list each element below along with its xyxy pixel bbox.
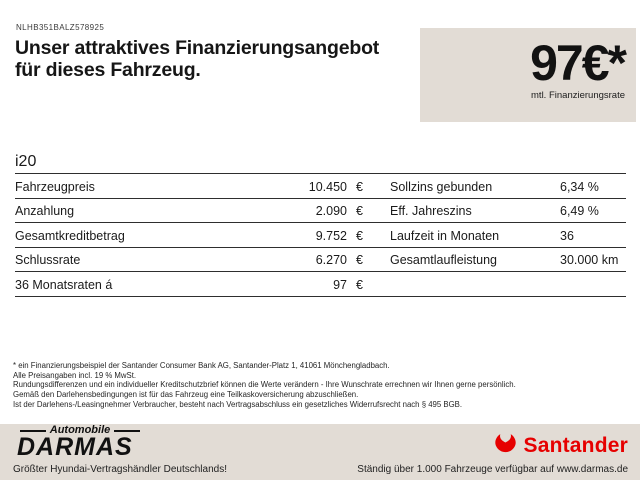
table-row: Schlussrate 6.270 € Gesamtlaufleistung 3…	[15, 248, 626, 273]
darmas-logo: Automobile DARMAS	[17, 425, 143, 461]
table-row: Anzahlung 2.090 € Eff. Jahreszins 6,49 %	[15, 199, 626, 224]
darmas-logo-name: DARMAS	[17, 433, 133, 461]
row-label-right: Laufzeit in Monaten	[390, 228, 500, 243]
row-value: 6.270	[315, 253, 347, 268]
vehicle-model-label: i20	[15, 153, 37, 170]
disclaimer-line: Alle Preisangaben incl. 19 % MwSt.	[13, 370, 137, 380]
row-value-right: 6,49 %	[560, 204, 599, 219]
disclaimer-line: Rundungsdifferenzen und ein individuelle…	[13, 380, 516, 390]
vehicle-model: i20	[15, 150, 626, 174]
darmas-logo-rule-left	[19, 429, 46, 432]
disclaimer: * ein Finanzierungsbeispiel der Santande…	[13, 361, 516, 410]
row-label-right: Gesamtlaufleistung	[390, 253, 498, 268]
darmas-logo-automobile: Automobile	[49, 424, 111, 436]
disclaimer-line: Ist der Darlehens-/Leasingnehmer Verbrau…	[13, 399, 462, 409]
vehicle-vin: NLHB351BALZ578925	[16, 23, 105, 32]
row-label-right: Sollzins gebunden	[390, 179, 493, 194]
row-label: Gesamtkreditbetrag	[15, 228, 125, 243]
monthly-rate-caption: mtl. Finanzierungsrate	[531, 90, 625, 101]
table-row: Gesamtkreditbetrag 9.752 € Laufzeit in M…	[15, 223, 626, 248]
santander-logo-text: Santander	[523, 433, 628, 457]
table-row: 36 Monatsraten á 97 €	[15, 272, 626, 297]
darmas-logo-top: Automobile	[17, 425, 143, 436]
finance-table: i20 Fahrzeugpreis 10.450 € Sollzins gebu…	[15, 150, 626, 297]
row-value-right: 36	[560, 228, 574, 243]
row-value: 97	[333, 277, 347, 292]
darmas-logo-rule-right	[114, 429, 141, 432]
monthly-rate-value: 97€*	[530, 35, 627, 91]
row-value-right: 6,34 %	[560, 179, 599, 194]
row-label: Anzahlung	[15, 204, 75, 219]
santander-flame-icon	[493, 432, 518, 458]
disclaimer-line: Gemäß den Darlehensbedingungen ist für d…	[13, 390, 359, 400]
santander-logo: Santander	[493, 432, 629, 458]
disclaimer-line: * ein Finanzierungsbeispiel der Santande…	[13, 361, 390, 370]
row-unit: €	[356, 253, 363, 268]
row-unit: €	[356, 277, 363, 292]
row-value: 2.090	[315, 204, 347, 219]
row-unit: €	[356, 179, 363, 194]
availability-text: Ständig über 1.000 Fahrzeuge verfügbar a…	[357, 464, 628, 475]
page-title-line2: für dieses Fahrzeug.	[15, 59, 201, 81]
row-value: 10.450	[308, 179, 347, 194]
row-label-right: Eff. Jahreszins	[390, 204, 472, 219]
row-label: Schlussrate	[15, 253, 81, 268]
row-unit: €	[356, 228, 363, 243]
dealer-claim: Größter Hyundai-Vertragshändler Deutschl…	[13, 464, 227, 475]
row-value: 9.752	[315, 228, 347, 243]
table-row: Fahrzeugpreis 10.450 € Sollzins gebunden…	[15, 174, 626, 199]
row-label: Fahrzeugpreis	[15, 179, 95, 194]
row-unit: €	[356, 204, 363, 219]
row-label: 36 Monatsraten á	[15, 277, 113, 292]
row-value-right: 30.000 km	[560, 253, 619, 268]
page-title: Unser attraktives Finanzierungsangebot f…	[15, 37, 379, 81]
page-title-line1: Unser attraktives Finanzierungsangebot	[15, 37, 380, 59]
footer: Automobile DARMAS Größter Hyundai-Vertra…	[0, 424, 640, 480]
monthly-rate-box: 97€* mtl. Finanzierungsrate	[420, 28, 636, 122]
